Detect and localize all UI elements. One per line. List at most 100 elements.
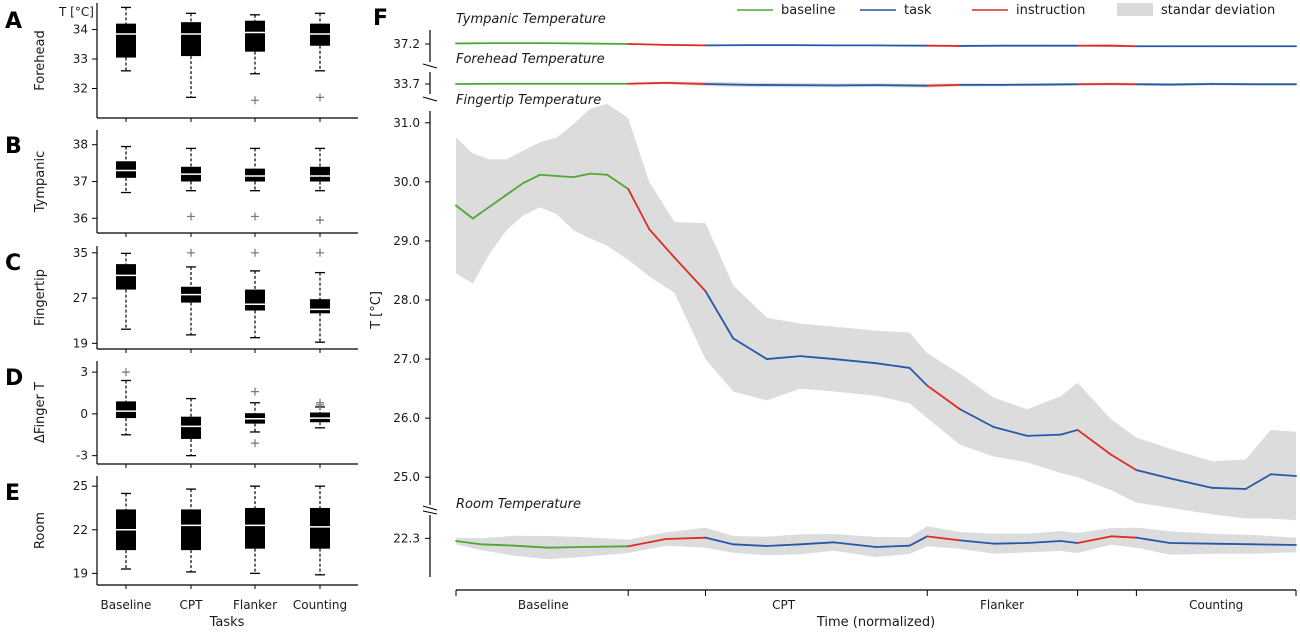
mean-line-segment (572, 172, 592, 179)
y-tick-label: 37 (73, 175, 88, 189)
y-tick-label: 34 (73, 23, 88, 37)
mean-line-segment (488, 193, 508, 208)
y-axis-label-f: T [°C] (369, 291, 384, 330)
y-tick-label: 25 (73, 479, 88, 493)
axis-break-mark (422, 63, 438, 69)
mean-line-segment (581, 42, 630, 45)
mean-line-segment (799, 541, 835, 546)
y-tick-label: 32 (73, 82, 88, 96)
panel-ylabel-b: Tympanic (33, 151, 48, 214)
phase-label-counting: Counting (1189, 598, 1243, 612)
std-band (456, 103, 1296, 521)
mean-line-segment (926, 535, 961, 542)
phase-label-cpt: CPT (772, 598, 796, 612)
units-title: T [°C] (58, 5, 94, 19)
outlier-marker (316, 400, 324, 409)
y-tick-label: 0 (80, 407, 88, 421)
axis-break-mark (422, 96, 438, 102)
mean-line-segment (539, 173, 558, 177)
mean-line-segment (908, 367, 929, 387)
legend-label-task: task (904, 3, 932, 18)
subchart-title-1: Forehead Temperature (456, 52, 605, 67)
phase-label-baseline: Baseline (518, 598, 569, 612)
x-tick-label: Baseline (101, 598, 152, 612)
mean-line-segment (875, 84, 929, 87)
box (245, 507, 265, 549)
mean-line-segment (648, 228, 676, 259)
outlier-marker (316, 216, 324, 225)
mean-line-segment (547, 546, 583, 549)
box (181, 416, 201, 439)
mean-line-segment (627, 43, 667, 46)
box (116, 23, 136, 58)
box (310, 299, 330, 314)
outlier-marker (187, 248, 195, 257)
legend-label-standar: standar deviation (1161, 3, 1275, 18)
mean-line-segment (1244, 473, 1272, 490)
mean-line-segment (704, 83, 751, 86)
mean-line-segment (959, 408, 995, 428)
legend-label-baseline: baseline (781, 3, 835, 18)
mean-line-segment (1026, 433, 1062, 437)
mean-line-segment (513, 544, 550, 549)
mean-line-segment (1169, 83, 1213, 86)
panel-letter-f: F (373, 6, 388, 31)
mean-line-segment (799, 355, 835, 360)
panel-letter-d: D (5, 366, 23, 391)
outlier-marker (316, 248, 324, 257)
y-tick-label: 3 (80, 365, 88, 379)
panel-letter-a: A (5, 9, 22, 34)
legend-patch (1117, 3, 1153, 16)
phase-label-flanker: Flanker (980, 598, 1024, 612)
box (116, 401, 136, 419)
box (245, 168, 265, 182)
mean-line-segment (665, 43, 707, 47)
y-tick-label: 29.0 (393, 234, 420, 248)
mean-line-segment (522, 173, 541, 184)
outlier-marker (122, 368, 130, 377)
mean-line-segment (1110, 453, 1138, 472)
mean-line-segment (992, 426, 1029, 437)
box (181, 509, 201, 551)
mean-line-segment (1211, 486, 1247, 490)
panel-ylabel-c: Fingertip (33, 269, 48, 326)
mean-line-segment (1135, 469, 1171, 480)
mean-line-segment (1169, 542, 1213, 545)
mean-line-segment (833, 541, 877, 548)
mean-line-segment (480, 543, 516, 547)
mean-line-segment (627, 538, 667, 548)
mean-line-segment (555, 175, 575, 179)
x-axis-label-tasks: Tasks (209, 615, 245, 630)
mean-line-segment (471, 205, 491, 220)
mean-line-segment (704, 290, 735, 340)
mean-line-segment (1169, 477, 1213, 489)
mean-line-segment (926, 384, 961, 411)
panel-letter-b: B (5, 134, 22, 159)
mean-line-segment (1269, 473, 1297, 477)
mean-line-segment (732, 543, 768, 547)
mean-line-segment (581, 545, 630, 548)
mean-line-segment (833, 358, 877, 365)
panel-ylabel-e: Room (33, 512, 48, 549)
y-tick-label: 31.0 (393, 116, 420, 130)
panel-letter-e: E (5, 481, 20, 506)
mean-line-segment (589, 172, 609, 176)
mean-line-segment (673, 256, 707, 293)
box (310, 166, 330, 182)
outlier-marker (251, 96, 259, 105)
axis-break-mark (422, 505, 438, 511)
mean-line-segment (1135, 536, 1171, 544)
x-tick-label: Counting (293, 598, 347, 612)
y-tick-label: 27 (73, 291, 88, 305)
mean-line-segment (992, 542, 1029, 545)
mean-line-segment (765, 355, 802, 360)
mean-line-segment (1076, 535, 1113, 544)
box (116, 264, 136, 290)
y-tick-label: 26.0 (393, 411, 420, 425)
outlier-marker (251, 212, 259, 221)
box (310, 507, 330, 549)
y-tick-label: 38 (73, 138, 88, 152)
y-tick-label: 25.0 (393, 470, 420, 484)
mean-line-segment (1026, 540, 1062, 544)
mean-line-segment (1059, 429, 1079, 436)
